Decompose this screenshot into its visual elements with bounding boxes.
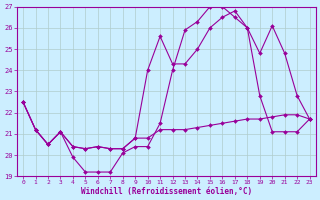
- X-axis label: Windchill (Refroidissement éolien,°C): Windchill (Refroidissement éolien,°C): [81, 187, 252, 196]
